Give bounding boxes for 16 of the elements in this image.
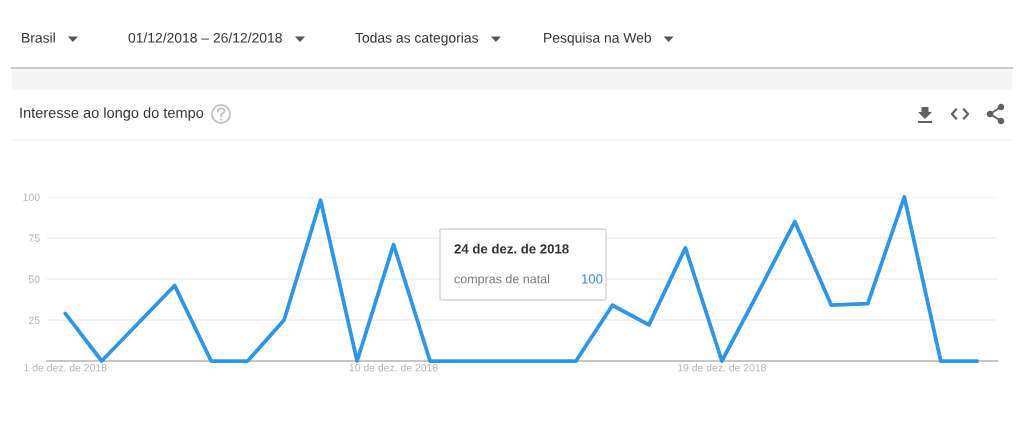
x-tick-label: 10 de dez. de 2018	[349, 363, 438, 372]
text: compras de natal	[454, 274, 550, 286]
y-tick-label: 50	[28, 275, 40, 283]
x-tick-label: 1 de dez. de 2018	[24, 363, 107, 372]
y-tick-label: 100	[23, 193, 40, 201]
text: Pesquisa na Web	[544, 32, 652, 46]
y-tick-label: 25	[28, 316, 40, 324]
annotation: 24 de dez. de 2018	[454, 243, 569, 254]
text: 01/12/2018 – 26/12/2018	[128, 32, 282, 43]
text: Todas as categorias	[355, 32, 479, 46]
chart-title: Interesse ao longo do tempo	[20, 107, 204, 121]
x-tick-label: 19 de dez. de 2018	[678, 363, 767, 372]
annotation: 100	[582, 274, 603, 284]
text: Brasil	[22, 32, 55, 43]
y-tick-label: 75	[29, 234, 40, 242]
line-series	[63, 195, 980, 363]
